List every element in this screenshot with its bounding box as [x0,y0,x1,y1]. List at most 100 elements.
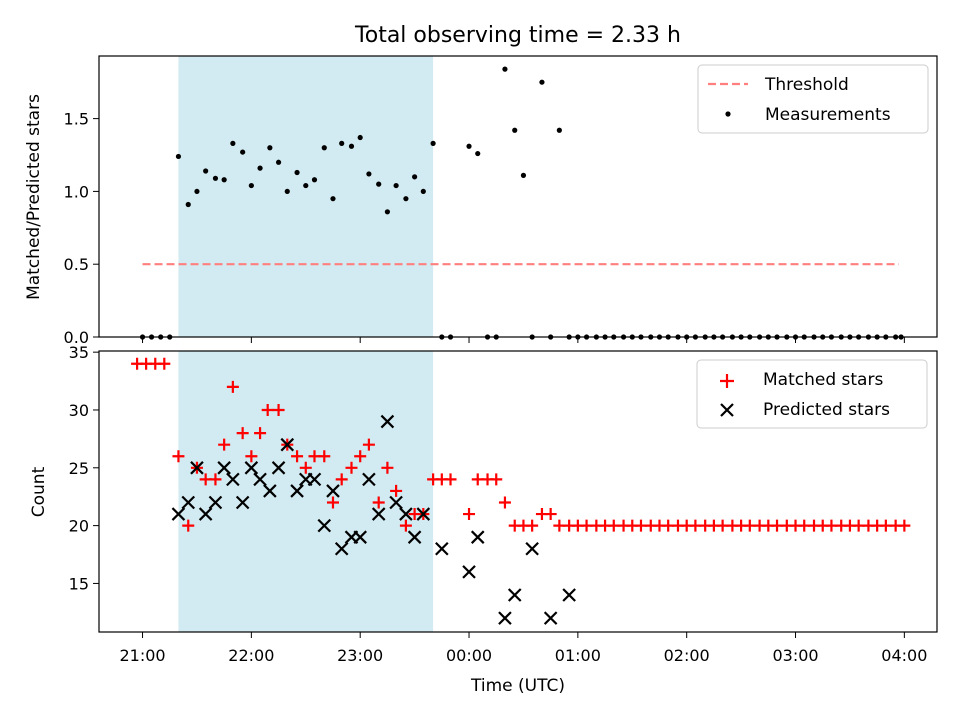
measurement-point [267,145,273,151]
bottom-legend-box [696,359,928,429]
bottom-panel-ticks: 15 20 25 30 35 21:00 22:00 23:00 00:00 01:00 02:00… [69,343,928,665]
predicted-star-point [198,507,213,521]
matched-star-point [444,473,457,486]
predicted-star-point [498,611,512,625]
matched-star-point [158,357,171,370]
predicted-star-point [416,507,431,521]
legend-measurements-label: Measurements [765,105,891,125]
matched-star-point [381,461,394,474]
predicted-star-point [253,472,267,487]
measurement-point [348,143,355,149]
top-panel-markers [139,66,904,340]
measurement-point [248,182,254,189]
measurement-point [311,177,318,183]
matched-star-point [390,484,403,497]
matched-star-point [218,438,231,451]
matched-star-point [172,450,185,463]
matched-star-point [236,427,249,440]
bottom-panel-xlabel: Time (UTC) [470,676,565,696]
y-tick-label: 25 [69,459,89,478]
y-tick-label: 30 [69,401,89,420]
predicted-star-point [389,495,403,510]
top-legend-box [697,64,929,134]
predicted-star-point [317,518,332,533]
predicted-star-point [371,507,386,521]
measurement-point [275,159,282,165]
measurement-point [357,134,363,141]
measurement-point [376,181,382,187]
top-legend: Threshold Measurements [697,64,929,134]
top-panel-shaded-region [178,56,434,337]
predicted-star-point [470,530,485,544]
predicted-star-point [399,507,413,521]
predicted-star-point [171,507,186,521]
predicted-star-point [462,565,476,579]
y-tick-label: 1.5 [64,110,89,129]
predicted-star-point [226,472,240,487]
legend-matched-swatch [720,374,734,388]
matched-star-point [362,438,375,451]
predicted-star-point [235,495,250,510]
measurement-point [321,145,327,151]
measurement-point [221,177,227,183]
predicted-star-point [435,541,449,556]
matched-star-point [245,450,258,463]
matched-star-point [209,473,222,486]
bottom-panel: 15 20 25 30 35 21:00 22:00 23:00 00:00 01:00 02:00… [29,343,938,696]
measurement-point [412,174,418,180]
predicted-star-point [190,461,204,475]
x-tick-label: 00:00 [446,646,492,665]
measurement-point [556,127,562,133]
y-tick-label: 15 [69,574,89,593]
measurement-point [294,169,300,176]
matched-star-point [463,508,476,521]
measurement-point [284,188,290,195]
predicted-star-point [326,484,340,498]
measurement-point [175,153,182,160]
bottom-legend: Matched stars Predicted stars [696,359,928,429]
legend-predicted-swatch [720,403,734,417]
measurement-point [430,140,436,146]
measurement-point [194,188,200,195]
matched-star-point [318,450,331,463]
matched-star-point [182,519,195,532]
matched-star-point [326,496,339,509]
measurement-point [384,209,391,215]
measurement-point [539,79,545,85]
legend-matched-label: Matched stars [763,370,883,390]
measurement-point [366,171,372,177]
predicted-star-point [543,611,558,625]
matched-star-point [372,496,385,509]
predicted-star-point [380,414,395,429]
matched-star-point [354,450,367,463]
matched-star-point [335,473,348,486]
bottom-panel-ylabel: Count [29,466,49,517]
legend-measurements-swatch [725,111,731,117]
predicted-star-point [290,484,304,498]
predicted-star-point [525,541,539,556]
matched-star-point [299,461,312,474]
top-panel-ylabel: Matched/Predicted stars [24,94,44,300]
figure-title: Total observing time = 2.33 h [354,23,681,48]
matched-star-point [226,380,239,393]
predicted-star-point [334,541,349,556]
measurement-point [403,196,409,202]
x-tick-label: 23:00 [337,646,383,665]
predicted-star-point [181,495,196,510]
legend-threshold-label: Threshold [764,75,849,95]
top-panel-frame [98,55,938,338]
matched-star-point [291,450,304,463]
y-tick-label: 1.0 [64,182,89,201]
measurement-point [257,165,263,171]
x-tick-label: 22:00 [228,646,274,665]
matched-star-point [490,473,503,486]
measurement-point [303,182,309,189]
matched-star-point [498,496,511,509]
predicted-star-point [280,437,295,452]
predicted-star-point [307,472,322,487]
bottom-panel-markers [131,357,911,625]
measurement-point [420,188,426,195]
top-panel: 0.0 0.5 1.0 1.5 Matched/Predicted stars Thr… [24,55,938,347]
measurement-point [502,66,508,72]
